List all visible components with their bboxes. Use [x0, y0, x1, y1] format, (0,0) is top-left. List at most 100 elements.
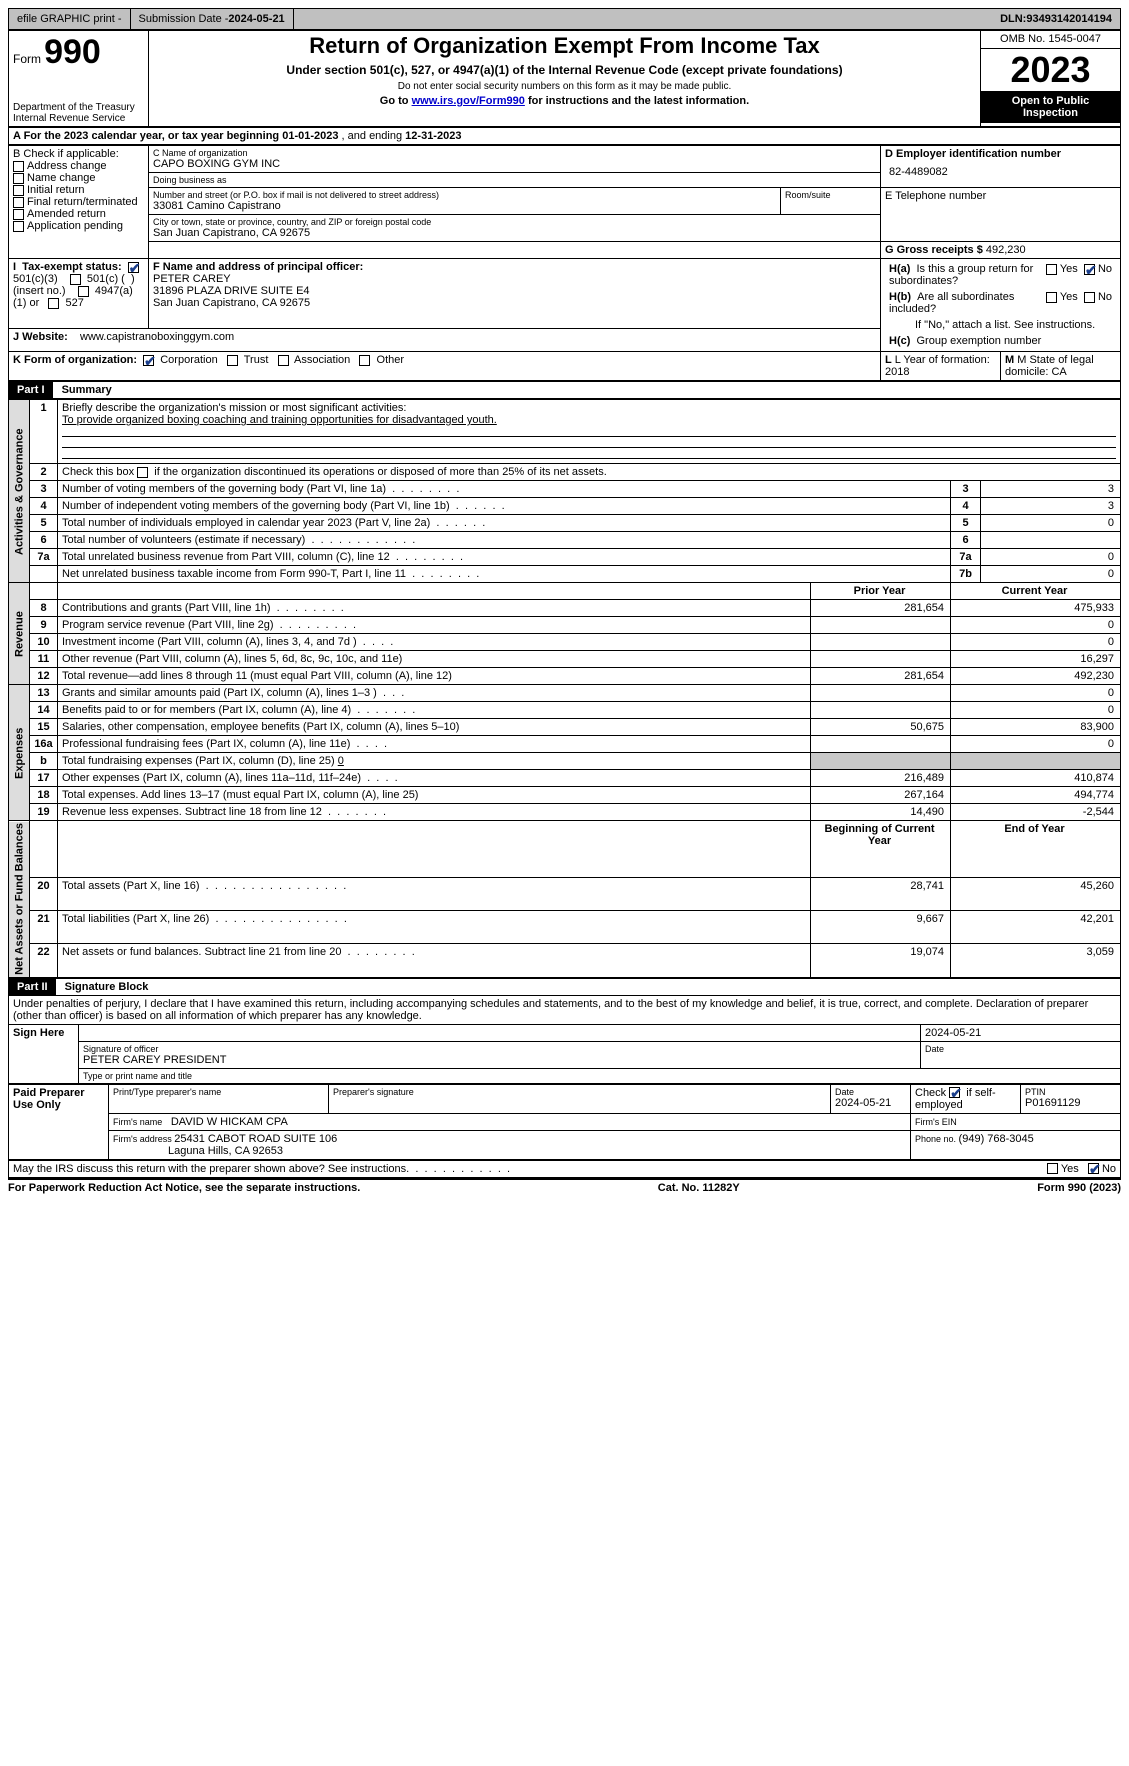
form-header: Form 990 Department of the Treasury Inte… [8, 30, 1121, 127]
527-checkbox[interactable] [48, 298, 59, 309]
employees: 0 [981, 515, 1121, 532]
other-checkbox[interactable] [359, 355, 370, 366]
paperwork-notice: For Paperwork Reduction Act Notice, see … [8, 1182, 360, 1194]
ubi-taxable: 0 [981, 566, 1121, 583]
open-inspection: Open to Public Inspection [981, 91, 1120, 123]
initial-return-checkbox[interactable] [13, 185, 24, 196]
firm-name: DAVID W HICKAM CPA [171, 1116, 288, 1128]
part-i-title: Summary [56, 382, 118, 398]
trust-checkbox[interactable] [227, 355, 238, 366]
eoy-hdr: End of Year [951, 821, 1121, 878]
part-ii-title: Signature Block [59, 979, 155, 995]
ha-yes-checkbox[interactable] [1046, 264, 1057, 275]
section-i: I Tax-exempt status: 501(c)(3) 501(c) ( … [9, 259, 149, 329]
discuss-yes-checkbox[interactable] [1047, 1163, 1058, 1174]
officer-addr1: 31896 PLAZA DRIVE SUITE E4 [153, 285, 876, 297]
section-e: E Telephone number [881, 188, 1121, 242]
section-h: H(a) Is this a group return for subordin… [881, 259, 1121, 352]
discuss-row: May the IRS discuss this return with the… [9, 1160, 1121, 1177]
website: www.capistranoboxinggym.com [80, 331, 234, 343]
assoc-checkbox[interactable] [278, 355, 289, 366]
hb-yes-checkbox[interactable] [1046, 292, 1057, 303]
org-name: CAPO BOXING GYM INC [153, 158, 876, 170]
discontinued-checkbox[interactable] [137, 467, 148, 478]
current-year-hdr: Current Year [951, 583, 1121, 600]
officer-addr2: San Juan Capistrano, CA 92675 [153, 297, 876, 309]
boy-hdr: Beginning of Current Year [811, 821, 951, 878]
officer-sig-name: PETER CAREY PRESIDENT [83, 1054, 916, 1066]
ssn-warning: Do not enter social security numbers on … [153, 81, 976, 92]
discuss-no-checkbox[interactable] [1088, 1163, 1099, 1174]
hb-no-checkbox[interactable] [1084, 292, 1095, 303]
mission-text: To provide organized boxing coaching and… [62, 414, 497, 426]
section-k: K Form of organization: Corporation Trus… [9, 352, 881, 381]
form-title: Return of Organization Exempt From Incom… [153, 33, 976, 59]
section-f: F Name and address of principal officer:… [149, 259, 881, 329]
prior-year-hdr: Prior Year [811, 583, 951, 600]
section-c-street: Number and street (or P.O. box if mail i… [149, 188, 781, 215]
part-ii-header: Part II [9, 979, 56, 995]
amended-return-checkbox[interactable] [13, 209, 24, 220]
cat-no: Cat. No. 11282Y [658, 1182, 740, 1194]
form-footer: Form 990 (2023) [1037, 1182, 1121, 1194]
goto-line: Go to www.irs.gov/Form990 for instructio… [153, 95, 976, 107]
year-formation: 2018 [885, 366, 909, 378]
org-city: San Juan Capistrano, CA 92675 [153, 227, 876, 239]
section-l: L L Year of formation: 2018 [881, 352, 1001, 380]
submission-date: 2024-05-21 [228, 13, 284, 25]
footer: For Paperwork Reduction Act Notice, see … [8, 1178, 1121, 1194]
ha-no-checkbox[interactable] [1084, 264, 1095, 275]
volunteers [981, 532, 1121, 549]
part-i-table: Activities & Governance 1 Briefly descri… [8, 399, 1121, 978]
firm-addr2: Laguna Hills, CA 92653 [168, 1145, 283, 1157]
tax-year-end: 12-31-2023 [405, 130, 461, 142]
section-c-dba: Doing business as [149, 173, 881, 188]
topbar-spacer [294, 9, 992, 29]
firm-addr1: 25431 CABOT ROAD SUITE 106 [174, 1133, 337, 1145]
submission-cell: Submission Date - 2024-05-21 [131, 9, 294, 29]
firm-phone: (949) 768-3045 [959, 1133, 1034, 1145]
ptin: P01691129 [1025, 1097, 1116, 1109]
sign-here: Sign Here [9, 1024, 79, 1083]
sig-date: 2024-05-21 [921, 1024, 1121, 1041]
paid-preparer: Paid Preparer Use Only [9, 1084, 109, 1159]
dln-cell: DLN: 93493142014194 [992, 9, 1120, 29]
501c3-checkbox[interactable] [128, 262, 139, 273]
domicile-state: CA [1051, 366, 1066, 378]
4947-checkbox[interactable] [78, 286, 89, 297]
form-word: Form [13, 52, 41, 66]
dln-value: 93493142014194 [1026, 13, 1112, 25]
gross-receipts: 492,230 [986, 244, 1026, 256]
final-return-checkbox[interactable] [13, 197, 24, 208]
omb-cell: OMB No. 1545-0047 [981, 31, 1121, 49]
section-c-name: C Name of organization CAPO BOXING GYM I… [149, 146, 881, 173]
irs-link[interactable]: www.irs.gov/Form990 [412, 95, 525, 107]
name-change-checkbox[interactable] [13, 173, 24, 184]
section-j: J Website: www.capistranoboxinggym.com [9, 329, 881, 352]
section-g: G Gross receipts $ 492,230 [881, 242, 1121, 259]
section-c-city: City or town, state or province, country… [149, 215, 881, 242]
room-suite: Room/suite [781, 188, 881, 215]
dept-irs: Internal Revenue Service [13, 113, 144, 124]
section-m: M M State of legal domicile: CA [1001, 352, 1121, 380]
ubi-revenue: 0 [981, 549, 1121, 566]
jurat-text: Under penalties of perjury, I declare th… [8, 996, 1121, 1024]
ag-label: Activities & Governance [9, 400, 30, 583]
address-change-checkbox[interactable] [13, 161, 24, 172]
section-a: A For the 2023 calendar year, or tax yea… [9, 128, 1121, 145]
expenses-label: Expenses [9, 685, 30, 821]
501c-checkbox[interactable] [70, 274, 81, 285]
application-pending-checkbox[interactable] [13, 221, 24, 232]
ein: 82-4489082 [885, 160, 1116, 184]
efile-label[interactable]: efile GRAPHIC print - [9, 9, 131, 29]
section-d: D Employer identification number 82-4489… [881, 146, 1121, 188]
tax-year: 2023 [981, 49, 1120, 91]
part-i-header: Part I [9, 382, 53, 398]
signature-block: Sign Here 2024-05-21 Signature of office… [8, 1024, 1121, 1084]
self-employed-checkbox[interactable] [949, 1087, 960, 1098]
dept-treasury: Department of the Treasury [13, 102, 144, 113]
revenue-label: Revenue [9, 583, 30, 685]
corp-checkbox[interactable] [143, 355, 154, 366]
voting-members: 3 [981, 481, 1121, 498]
indep-members: 3 [981, 498, 1121, 515]
